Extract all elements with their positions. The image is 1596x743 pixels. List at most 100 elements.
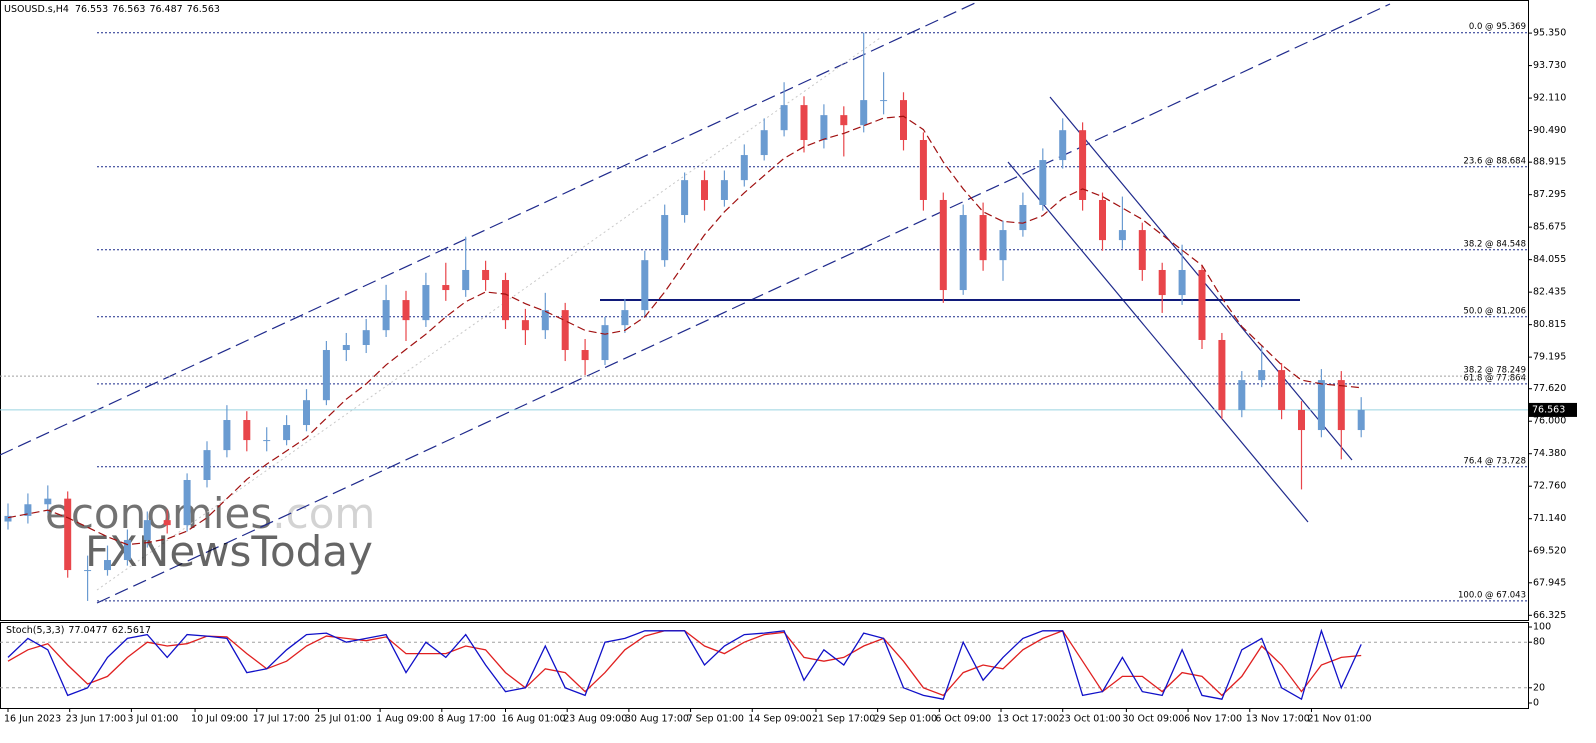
x-tick-label: 10 Jul 09:00 xyxy=(191,714,248,725)
fib-label-secondary: 38.2 @ 78.249 xyxy=(1463,366,1526,376)
candle-body xyxy=(1079,130,1087,200)
candle-body xyxy=(1298,409,1305,431)
candle-body xyxy=(243,420,251,441)
x-tick-label: 23 Aug 09:00 xyxy=(563,714,627,725)
candle-body xyxy=(1118,230,1126,241)
candle-body xyxy=(143,520,151,540)
x-tick-label: 3 Jul 01:00 xyxy=(127,714,178,725)
header: USOUSD.s,H4 76.553 76.563 76.487 76.563 xyxy=(4,4,220,15)
main-frame xyxy=(0,0,1529,621)
candle-body xyxy=(1019,204,1027,231)
x-tick-label: 16 Aug 01:00 xyxy=(502,714,566,725)
y-tick-label: 69.520 xyxy=(1533,546,1566,557)
y-tick-label: 66.325 xyxy=(1533,610,1566,621)
candle-body xyxy=(422,285,430,321)
x-tick-label: 1 Aug 09:00 xyxy=(376,714,434,725)
symbol: USOUSD.s,H4 xyxy=(4,4,69,15)
candle-body xyxy=(382,300,390,331)
candle-body xyxy=(860,100,868,126)
y-tick-label: 85.675 xyxy=(1533,222,1566,233)
candle-body xyxy=(979,215,987,261)
last-price-label: 76.563 xyxy=(1532,404,1565,415)
candle-body xyxy=(362,330,370,346)
x-tick-label: 13 Oct 17:00 xyxy=(997,714,1059,725)
candle-body xyxy=(283,425,291,441)
x-tick-label: 8 Aug 17:00 xyxy=(438,714,496,725)
candle-body xyxy=(641,260,649,311)
candle-body xyxy=(681,180,689,216)
x-tick-label: 13 Nov 17:00 xyxy=(1246,714,1310,725)
candle-body xyxy=(1158,269,1166,296)
stoch-main-reading: 77.0477 xyxy=(68,625,107,636)
candle-body xyxy=(303,400,310,426)
candle-body xyxy=(939,199,947,291)
candle-body xyxy=(1138,230,1146,270)
y-tick-label: 67.945 xyxy=(1533,577,1566,588)
candle-body xyxy=(64,498,72,571)
candle-body xyxy=(959,215,967,291)
x-tick-label: 6 Nov 17:00 xyxy=(1184,714,1242,725)
candle-body xyxy=(1099,199,1106,241)
candle-body xyxy=(203,450,211,480)
y-tick-label: 92.110 xyxy=(1533,93,1566,104)
y-tick-label: 80.815 xyxy=(1533,319,1566,330)
x-tick-label: 21 Sep 17:00 xyxy=(812,714,875,725)
candle-body xyxy=(840,115,848,126)
fib-label: 38.2 @ 84.548 xyxy=(1463,239,1526,249)
fib-label: 61.8 @ 77.864 xyxy=(1463,373,1526,383)
candle-body xyxy=(1357,409,1365,431)
candle-body xyxy=(701,180,708,200)
candle-body xyxy=(541,310,549,331)
candle-body xyxy=(44,498,52,505)
candle-body xyxy=(820,115,828,141)
candle-body xyxy=(1317,380,1325,431)
stoch-signal-reading: 62.5617 xyxy=(112,625,151,636)
x-tick-label: 30 Aug 17:00 xyxy=(625,714,689,725)
y-tick-label: 76.000 xyxy=(1533,416,1566,427)
candle-body xyxy=(502,280,509,321)
stoch-frame xyxy=(0,622,1529,709)
candle-body xyxy=(183,479,191,526)
watermark-text: economies xyxy=(45,489,272,538)
x-tick-label: 23 Jun 17:00 xyxy=(66,714,126,725)
candle-body xyxy=(4,515,12,522)
candle-body xyxy=(123,539,131,561)
fib-label: 100.0 @ 67.043 xyxy=(1458,590,1526,600)
y-tick-label: 90.490 xyxy=(1533,125,1566,136)
fib-label: 50.0 @ 81.206 xyxy=(1463,306,1526,316)
last-price-tag xyxy=(1529,402,1577,417)
candle-body xyxy=(999,230,1007,261)
fib-label: 23.6 @ 88.684 xyxy=(1463,156,1526,166)
candle-body xyxy=(1278,370,1286,410)
bar-low: 76.487 xyxy=(149,4,182,15)
candle-body xyxy=(521,320,529,331)
y-tick-label: 71.140 xyxy=(1533,513,1566,524)
y-tick-label: 95.350 xyxy=(1533,28,1566,39)
candle-body xyxy=(1178,269,1186,296)
stoch-line xyxy=(7,628,1362,701)
candle-body xyxy=(661,215,669,261)
candle-body xyxy=(780,105,788,131)
candle-body xyxy=(322,350,330,401)
candle-body xyxy=(601,325,609,361)
candle-body xyxy=(263,440,271,442)
candle-body xyxy=(482,269,490,281)
y-tick-label: 72.760 xyxy=(1533,481,1566,492)
candle-body xyxy=(760,130,768,156)
candle-body xyxy=(621,310,629,326)
down-channel-lower xyxy=(1007,161,1309,523)
y-tick-label: 80 xyxy=(1533,637,1545,648)
bar-open: 76.553 xyxy=(75,4,108,15)
x-tick-label: 30 Oct 09:00 xyxy=(1122,714,1184,725)
stoch-title: Stoch(5,3,3) xyxy=(6,625,64,636)
y-tick-label: 79.195 xyxy=(1533,352,1566,363)
x-tick-label: 14 Sep 09:00 xyxy=(748,714,811,725)
fib-label: 76.4 @ 73.728 xyxy=(1463,456,1526,466)
channel-lower xyxy=(96,3,1391,604)
y-tick-label: 0 xyxy=(1533,698,1539,709)
y-tick-label: 77.620 xyxy=(1533,383,1566,394)
candle-body xyxy=(24,504,32,516)
